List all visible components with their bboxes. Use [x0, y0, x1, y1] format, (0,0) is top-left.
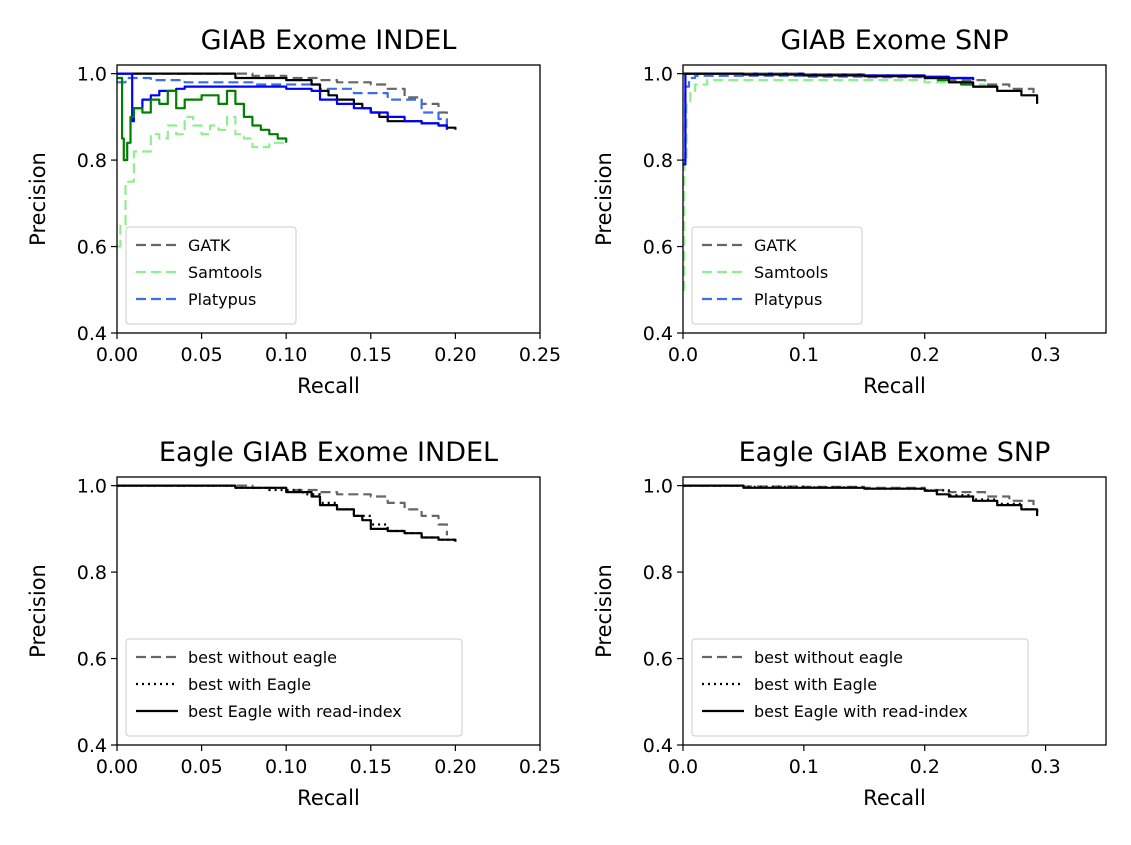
x-tick-label: 0.20 — [434, 344, 476, 366]
chart-title: Eagle GIAB Exome SNP — [739, 437, 1051, 468]
x-tick-label: 0.00 — [96, 756, 138, 778]
chart-panel-1: 0.00 0.05 0.10 0.15 0.20 0.25 0.4 0.6 0.8 1.0 GIAB… — [26, 25, 561, 398]
x-axis-label: Recall — [297, 374, 360, 398]
y-tick-label: 0.6 — [77, 649, 107, 671]
legend-entry-label: GATK — [188, 236, 231, 255]
series-group — [683, 484, 1039, 516]
series-line-1 — [683, 484, 1035, 510]
x-axis-label: Recall — [863, 786, 926, 810]
series-line-3 — [117, 76, 448, 130]
x-tick-label: 0.25 — [519, 344, 561, 366]
y-tick-label: 1.0 — [77, 476, 107, 498]
series-line-3 — [683, 72, 975, 166]
chart-title: GIAB Exome SNP — [780, 25, 1008, 56]
x-tick-label: 0.05 — [180, 756, 222, 778]
x-tick-label: 0.2 — [910, 344, 940, 366]
x-tick-label: 0.2 — [910, 756, 940, 778]
legend-entry-label: best without eagle — [188, 648, 337, 667]
series-line-2 — [683, 484, 1039, 516]
series-line-1 — [117, 72, 448, 126]
legend: best without eagle best with Eagle best Ea… — [125, 638, 463, 737]
plot-frame — [682, 476, 1107, 746]
series-line-3 — [117, 484, 457, 542]
series-line-3 — [683, 484, 1039, 516]
y-tick-label: 0.8 — [643, 150, 673, 172]
series-group — [117, 72, 457, 248]
y-tick-label: 0.4 — [77, 323, 107, 345]
plot-frame — [116, 64, 541, 334]
x-tick-label: 0.10 — [265, 756, 307, 778]
chart-title: GIAB Exome INDEL — [201, 25, 457, 56]
y-tick-label: 1.0 — [643, 476, 673, 498]
x-tick-label: 0.05 — [180, 344, 222, 366]
y-axis-label: Precision — [592, 152, 616, 246]
x-axis-label: Recall — [297, 786, 360, 810]
legend-entry-label: Platypus — [188, 290, 256, 309]
y-axis-label: Precision — [592, 564, 616, 658]
y-tick-label: 0.6 — [643, 649, 673, 671]
legend-entry-label: Samtools — [188, 263, 262, 282]
series-line-2 — [683, 74, 975, 162]
legend-entry-label: Platypus — [754, 290, 822, 309]
y-tick-label: 0.6 — [643, 237, 673, 259]
plot-frame — [682, 64, 1107, 334]
y-tick-label: 0.8 — [77, 562, 107, 584]
y-tick-label: 1.0 — [77, 64, 107, 86]
legend-box — [691, 638, 1029, 737]
x-tick-label: 0.15 — [350, 756, 392, 778]
series-group — [683, 72, 1039, 291]
legend-entry-label: best Eagle with read-index — [188, 702, 402, 721]
chart-panel-3: 0.00 0.05 0.10 0.15 0.20 0.25 0.4 0.6 0.8 1.0 Eagl… — [26, 437, 561, 810]
y-tick-label: 0.4 — [643, 735, 673, 757]
x-tick-label: 0.3 — [1030, 756, 1060, 778]
x-tick-label: 0.1 — [789, 344, 819, 366]
y-tick-label: 0.8 — [643, 562, 673, 584]
legend-entry-label: best Eagle with read-index — [754, 702, 968, 721]
x-tick-label: 0.20 — [434, 756, 476, 778]
legend-entry-label: best without eagle — [754, 648, 903, 667]
series-line-6 — [117, 76, 288, 162]
legend: GATK Samtools Platypus — [125, 226, 297, 325]
legend-box — [125, 638, 463, 737]
x-tick-label: 0.3 — [1030, 344, 1060, 366]
series-group — [117, 484, 457, 542]
x-tick-label: 0.00 — [96, 344, 138, 366]
x-tick-label: 0.15 — [350, 344, 392, 366]
series-line-1 — [117, 484, 448, 536]
chart-panel-4: 0.0 0.1 0.2 0.3 0.4 0.6 0.8 1.0 Eagle GIAB Exome… — [592, 437, 1107, 810]
legend-entry-label: best with Eagle — [754, 675, 877, 694]
y-tick-label: 0.4 — [643, 323, 673, 345]
y-axis-label: Precision — [26, 152, 50, 246]
series-line-2 — [117, 115, 288, 248]
y-tick-label: 0.8 — [77, 150, 107, 172]
y-axis-label: Precision — [26, 564, 50, 658]
x-tick-label: 0.1 — [789, 756, 819, 778]
y-tick-label: 1.0 — [643, 64, 673, 86]
plot-frame — [116, 476, 541, 746]
chart-title: Eagle GIAB Exome INDEL — [159, 437, 498, 468]
legend-entry-label: GATK — [754, 236, 797, 255]
chart-panel-2: 0.0 0.1 0.2 0.3 0.4 0.6 0.8 1.0 GIAB Exome SNP Re… — [592, 25, 1107, 398]
legend-entry-label: best with Eagle — [188, 675, 311, 694]
y-tick-label: 0.6 — [77, 237, 107, 259]
series-line-6 — [683, 72, 1039, 104]
legend: best without eagle best with Eagle best Ea… — [691, 638, 1029, 737]
x-tick-label: 0.10 — [265, 344, 307, 366]
x-tick-label: 0.25 — [519, 756, 561, 778]
x-tick-label: 0.0 — [668, 756, 698, 778]
y-tick-label: 0.4 — [77, 735, 107, 757]
legend: GATK Samtools Platypus — [691, 226, 863, 325]
x-tick-label: 0.0 — [668, 344, 698, 366]
x-axis-label: Recall — [863, 374, 926, 398]
legend-entry-label: Samtools — [754, 263, 828, 282]
